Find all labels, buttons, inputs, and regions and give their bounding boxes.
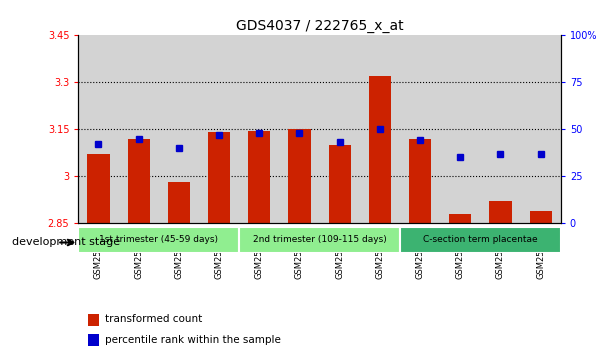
- Bar: [239, 35, 279, 223]
- Bar: [78, 227, 239, 253]
- Bar: [88, 334, 99, 346]
- Title: GDS4037 / 222765_x_at: GDS4037 / 222765_x_at: [236, 19, 403, 33]
- Text: 1st trimester (45-59 days): 1st trimester (45-59 days): [99, 235, 218, 244]
- Bar: [520, 35, 561, 223]
- Bar: [329, 145, 351, 223]
- Text: development stage: development stage: [12, 238, 120, 247]
- Text: C-section term placentae: C-section term placentae: [423, 235, 538, 244]
- Bar: [119, 35, 159, 223]
- Bar: [320, 35, 360, 223]
- Text: transformed count: transformed count: [105, 314, 202, 325]
- Text: 2nd trimester (109-115 days): 2nd trimester (109-115 days): [253, 235, 387, 244]
- Bar: [369, 76, 391, 223]
- Bar: [360, 35, 400, 223]
- Bar: [78, 35, 119, 223]
- Bar: [208, 132, 230, 223]
- Bar: [87, 154, 110, 223]
- Bar: [288, 129, 311, 223]
- Bar: [168, 182, 190, 223]
- Bar: [279, 35, 320, 223]
- Bar: [440, 35, 481, 223]
- Bar: [199, 35, 239, 223]
- Bar: [128, 138, 150, 223]
- Bar: [449, 214, 472, 223]
- Text: percentile rank within the sample: percentile rank within the sample: [105, 335, 281, 345]
- Bar: [88, 314, 99, 326]
- Bar: [400, 227, 561, 253]
- Bar: [529, 211, 552, 223]
- Bar: [490, 201, 511, 223]
- Bar: [481, 35, 520, 223]
- Bar: [409, 138, 431, 223]
- Bar: [400, 35, 440, 223]
- Bar: [248, 131, 270, 223]
- Bar: [239, 227, 400, 253]
- Bar: [159, 35, 199, 223]
